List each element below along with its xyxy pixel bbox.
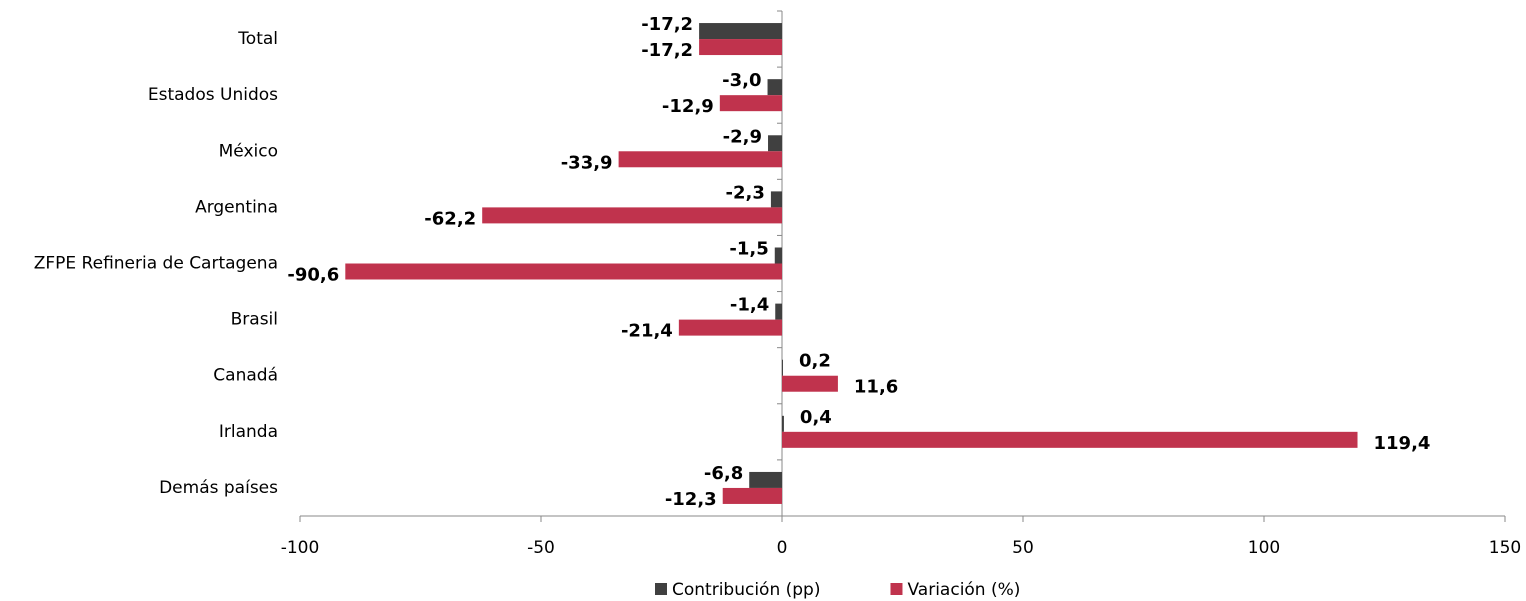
bar: [775, 303, 782, 320]
category-label: Brasil: [231, 310, 278, 330]
legend-label: Contribución (pp): [672, 580, 820, 600]
bar: [345, 263, 782, 280]
legend-swatch: [655, 583, 667, 595]
data-label: -1,4: [730, 295, 769, 316]
category-label: ZFPE Refineria de Cartagena: [34, 254, 278, 274]
bar: [699, 23, 782, 40]
category-label: México: [219, 141, 278, 161]
bar: [774, 247, 782, 264]
x-tick-label: -50: [527, 538, 555, 558]
bar: [749, 471, 782, 488]
bar: [767, 79, 782, 96]
category-label: Argentina: [195, 197, 278, 217]
data-label: -1,5: [729, 239, 768, 260]
bar: [719, 95, 782, 112]
data-label: -90,6: [287, 265, 339, 286]
data-label: 11,6: [854, 377, 898, 398]
x-tick-label: 150: [1489, 538, 1521, 558]
data-label: -2,9: [723, 126, 762, 147]
category-label: Canadá: [213, 366, 278, 386]
category-label: Estados Unidos: [148, 85, 278, 105]
category-label: Demás países: [159, 478, 278, 498]
x-tick-label: 50: [1012, 538, 1034, 558]
data-label: -33,9: [561, 152, 613, 173]
category-label: Irlanda: [219, 422, 278, 442]
x-tick-label: -100: [281, 538, 320, 558]
bar: [782, 415, 784, 432]
bar: [482, 207, 782, 224]
data-label: -62,2: [424, 208, 476, 229]
data-label: -17,2: [641, 40, 693, 61]
legend-label: Variación (%): [907, 580, 1020, 600]
x-tick-label: 100: [1248, 538, 1280, 558]
x-tick-label: 0: [777, 538, 788, 558]
bar: [722, 487, 782, 504]
data-label: -21,4: [621, 321, 673, 342]
bar: [768, 135, 782, 152]
data-label: -6,8: [704, 463, 743, 484]
data-label: -17,2: [641, 14, 693, 35]
data-label: 0,4: [800, 407, 832, 428]
legend-swatch: [890, 583, 903, 595]
bar: [782, 359, 783, 376]
category-label: Total: [237, 29, 278, 49]
bar: [699, 39, 782, 56]
data-label: 0,2: [799, 351, 831, 372]
bar: [782, 375, 838, 392]
data-label: -2,3: [726, 182, 765, 203]
bar: [782, 431, 1358, 448]
data-label: -3,0: [722, 70, 761, 91]
bar: [678, 319, 782, 336]
bar: [770, 191, 782, 208]
data-label: 119,4: [1374, 433, 1431, 454]
bar: [618, 151, 782, 168]
data-label: -12,9: [662, 96, 714, 117]
data-label: -12,3: [665, 489, 717, 510]
